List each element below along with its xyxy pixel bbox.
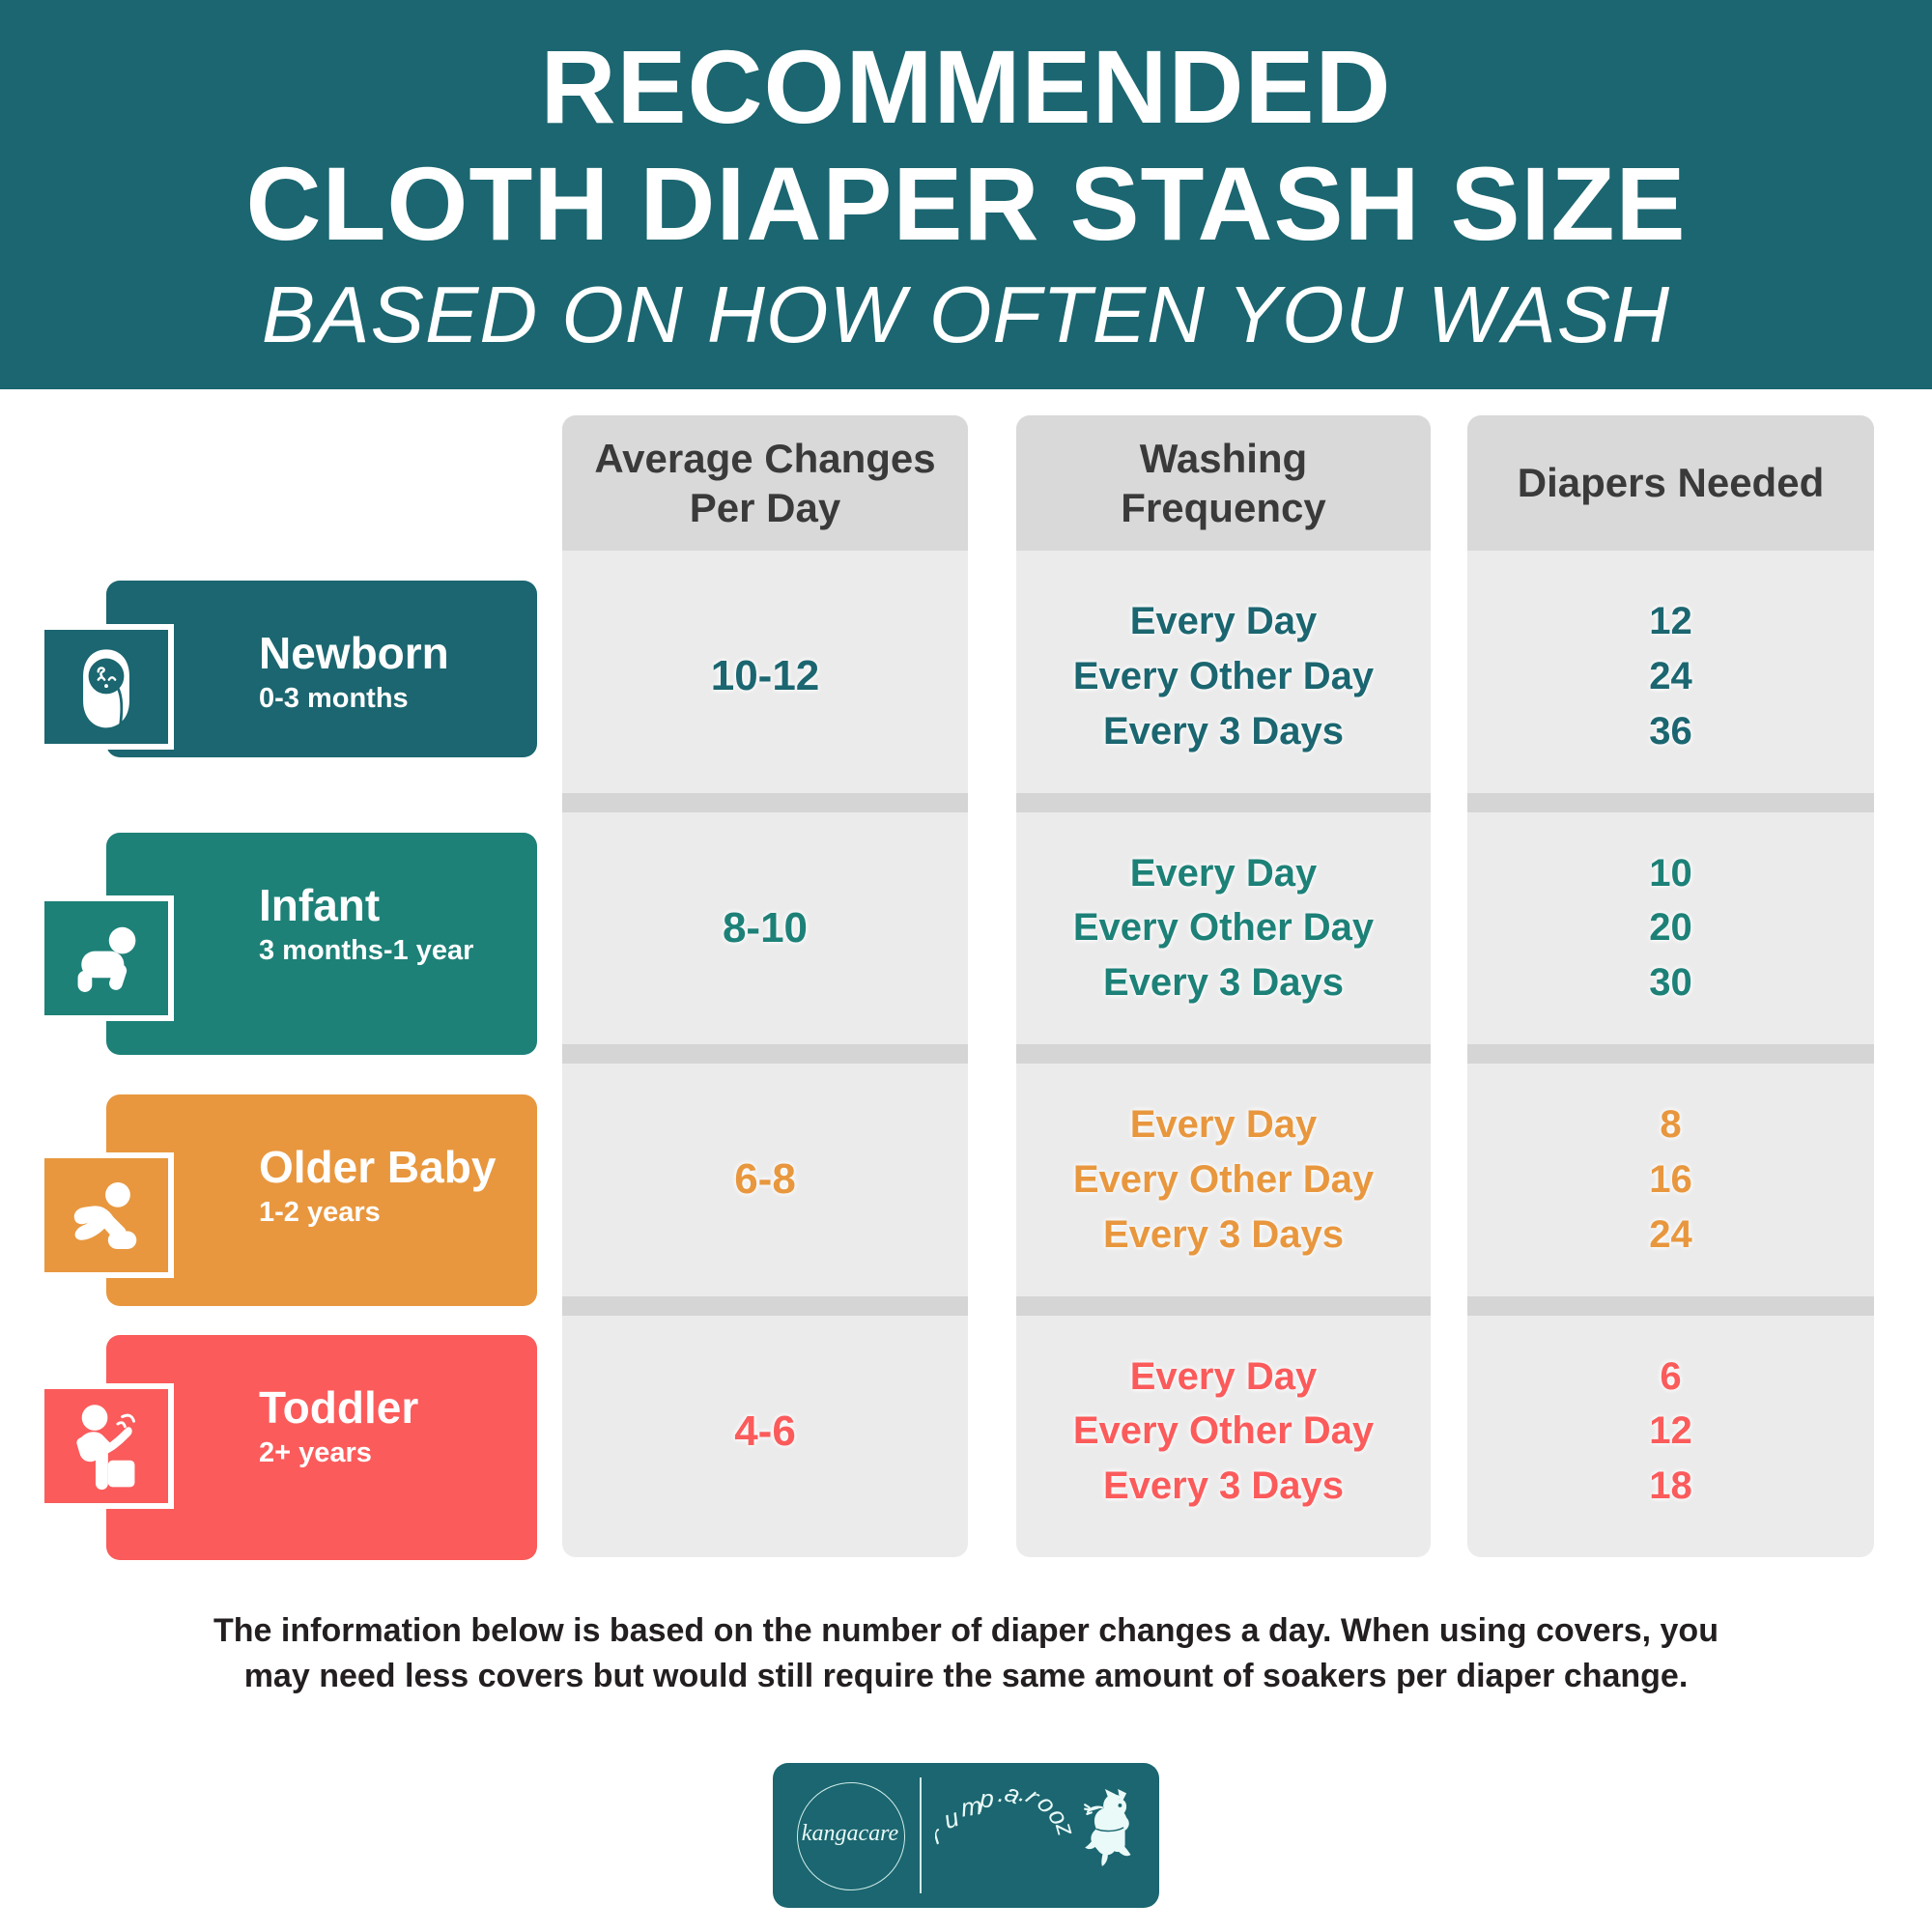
svg-text:p: p [979, 1784, 995, 1814]
svg-text:u: u [940, 1803, 962, 1834]
